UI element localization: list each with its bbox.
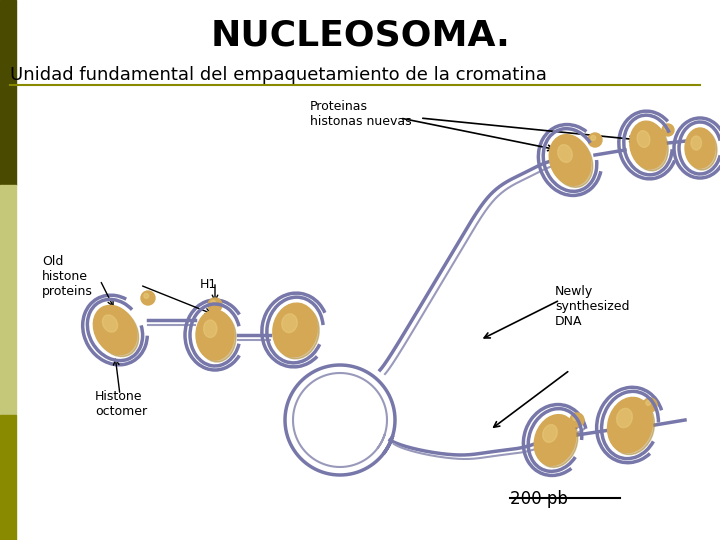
Ellipse shape: [549, 134, 591, 185]
Ellipse shape: [662, 124, 674, 136]
Ellipse shape: [646, 401, 651, 406]
Ellipse shape: [610, 400, 654, 455]
Ellipse shape: [198, 312, 236, 362]
Ellipse shape: [208, 298, 222, 312]
Ellipse shape: [95, 307, 139, 356]
Ellipse shape: [204, 320, 217, 338]
Text: Proteinas
histonas nuevas: Proteinas histonas nuevas: [310, 100, 412, 128]
Ellipse shape: [211, 300, 216, 305]
Ellipse shape: [570, 413, 584, 427]
Ellipse shape: [196, 310, 234, 360]
Ellipse shape: [588, 133, 602, 147]
Ellipse shape: [643, 398, 657, 412]
Ellipse shape: [631, 123, 668, 171]
Ellipse shape: [102, 315, 117, 332]
Ellipse shape: [94, 305, 137, 355]
Ellipse shape: [144, 293, 149, 298]
Ellipse shape: [591, 136, 595, 140]
Ellipse shape: [691, 136, 701, 150]
Ellipse shape: [687, 130, 717, 170]
Text: NUCLEOSOMA.: NUCLEOSOMA.: [210, 18, 510, 52]
Ellipse shape: [275, 305, 319, 359]
Ellipse shape: [534, 415, 576, 465]
Ellipse shape: [536, 417, 577, 468]
Ellipse shape: [558, 145, 572, 163]
Ellipse shape: [141, 291, 155, 305]
Text: Old
histone
proteins: Old histone proteins: [42, 255, 93, 298]
Ellipse shape: [608, 397, 652, 453]
Text: H1: H1: [200, 278, 217, 291]
Ellipse shape: [616, 408, 632, 428]
Text: Histone
octomer: Histone octomer: [95, 390, 147, 418]
Text: 200 pb: 200 pb: [510, 490, 568, 508]
Ellipse shape: [543, 424, 557, 442]
Ellipse shape: [552, 137, 593, 187]
Bar: [0, 0, 16, 185]
Ellipse shape: [685, 128, 715, 168]
Ellipse shape: [630, 121, 666, 169]
Text: Unidad fundamental del empaquetamiento de la cromatina: Unidad fundamental del empaquetamiento d…: [10, 66, 547, 84]
Ellipse shape: [665, 126, 669, 130]
Text: Newly
synthesized
DNA: Newly synthesized DNA: [555, 285, 629, 328]
Ellipse shape: [573, 415, 577, 420]
Ellipse shape: [282, 314, 297, 333]
Bar: [0, 185, 16, 415]
Ellipse shape: [637, 131, 650, 147]
Bar: [0, 415, 16, 540]
Ellipse shape: [273, 303, 318, 357]
